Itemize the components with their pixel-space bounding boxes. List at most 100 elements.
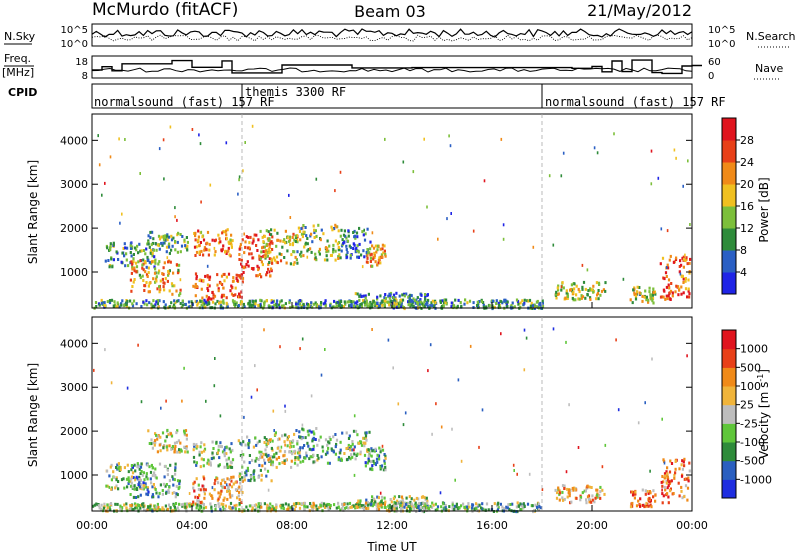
velocity-cell	[289, 442, 292, 445]
velocity-cell	[260, 450, 263, 454]
power-cell	[387, 300, 390, 304]
power-cell	[333, 305, 336, 309]
velocity-cell	[153, 439, 157, 443]
power-cell	[660, 227, 663, 231]
velocity-cell	[377, 496, 380, 500]
velocity-cell	[229, 501, 233, 505]
velocity-cell	[253, 504, 256, 508]
velocity-cell	[297, 501, 300, 505]
power-cell	[360, 305, 363, 309]
velocity-cell	[125, 502, 128, 506]
velocity-cell	[154, 441, 157, 445]
power-cell	[403, 294, 406, 298]
velocity-cell	[260, 478, 263, 482]
velocity-cell	[154, 488, 157, 491]
velocity-cell	[217, 491, 220, 495]
power-cell	[358, 242, 361, 246]
power-cbar-swatch	[722, 162, 736, 185]
velocity-cell	[397, 402, 400, 406]
velocity-cell	[451, 501, 454, 505]
power-cell	[342, 241, 345, 245]
velocity-cell	[216, 481, 220, 485]
power-cell	[682, 265, 685, 269]
power-cell	[267, 230, 270, 234]
power-cell	[577, 287, 580, 291]
power-cell	[415, 300, 419, 304]
velocity-cell	[329, 504, 332, 507]
power-cell	[339, 170, 342, 174]
power-cell	[240, 300, 243, 304]
velocity-cell	[240, 488, 243, 492]
power-cell	[255, 274, 258, 278]
velocity-cell	[200, 505, 203, 509]
velocity-cell	[223, 452, 226, 456]
power-cell	[151, 230, 154, 234]
power-cell	[667, 283, 670, 287]
power-cell	[275, 260, 278, 264]
power-cell	[109, 155, 112, 159]
power-cell	[688, 261, 691, 265]
power-cell	[379, 294, 382, 298]
velocity-cell	[255, 507, 258, 511]
velocity-cell	[364, 464, 367, 468]
power-cell	[675, 156, 677, 160]
power-cell	[569, 288, 572, 292]
velocity-cell	[434, 502, 437, 506]
power-cell	[349, 303, 352, 307]
velocity-cell	[261, 464, 264, 468]
power-cell	[153, 304, 156, 308]
power-cell	[158, 247, 161, 251]
velocity-cell	[380, 500, 383, 504]
velocity-cell	[367, 507, 370, 510]
power-cell	[241, 276, 245, 280]
velocity-cell	[303, 504, 306, 508]
velocity-cell	[282, 454, 285, 458]
velocity-cell	[566, 487, 569, 491]
power-cell	[562, 286, 565, 290]
velocity-cell	[584, 489, 587, 493]
velocity-cell	[114, 502, 117, 506]
power-cell	[319, 248, 321, 252]
power-cell	[267, 262, 270, 266]
power-cell	[652, 287, 655, 291]
velocity-cell	[132, 476, 135, 480]
power-cell	[638, 286, 641, 289]
velocity-cell	[195, 461, 198, 465]
power-cell	[202, 238, 206, 242]
power-cell	[177, 299, 180, 303]
power-cell	[311, 240, 314, 244]
velocity-cell	[439, 491, 442, 495]
power-cell	[581, 263, 584, 267]
velocity-cell	[230, 465, 234, 469]
velocity-cell	[273, 507, 276, 511]
velocity-cell	[682, 460, 685, 464]
power-cell	[203, 302, 206, 306]
velocity-cell	[168, 444, 171, 448]
power-cell	[130, 254, 133, 258]
power-cell	[319, 303, 322, 307]
velocity-cell	[383, 505, 386, 509]
power-cell	[267, 247, 270, 251]
velocity-cell	[484, 508, 487, 512]
power-cell	[195, 275, 198, 278]
velocity-cbar-tick-label: 25	[740, 399, 754, 412]
power-cell	[156, 302, 159, 305]
power-cell	[394, 304, 397, 308]
velocity-cell	[232, 482, 235, 486]
velocity-cell	[476, 503, 479, 507]
velocity-cell	[678, 467, 681, 471]
velocity-cell	[356, 502, 359, 506]
velocity-cell	[267, 453, 270, 457]
velocity-cell	[683, 457, 686, 461]
power-cell	[662, 276, 665, 280]
power-cell	[119, 221, 121, 225]
power-cell	[124, 246, 127, 250]
velocity-cell	[284, 404, 286, 408]
power-cell	[259, 257, 262, 261]
velocity-cell	[381, 466, 384, 470]
velocity-cell	[534, 503, 537, 507]
power-cell	[232, 294, 235, 297]
power-cell	[260, 250, 263, 254]
power-cell	[306, 303, 309, 306]
power-cell	[176, 240, 179, 244]
